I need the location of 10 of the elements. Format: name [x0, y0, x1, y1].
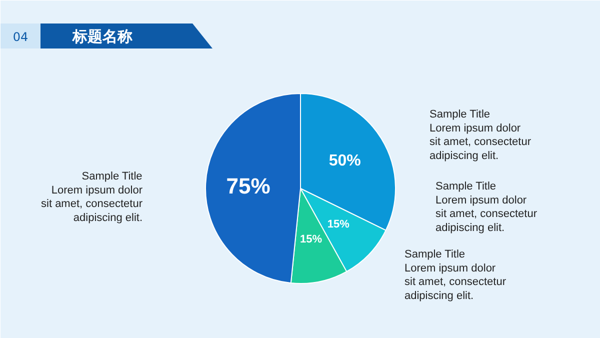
data-label: 15%	[327, 218, 350, 230]
text: Sample Title Lorem ipsum dolor sit amet, consectetur adipiscing elit.	[41, 170, 143, 224]
data-label: 15%	[300, 234, 322, 246]
data-label: 50%	[328, 152, 361, 170]
text: Sample Title Lorem ipsum dolor sit amet, consectetur adipiscing elit.	[404, 248, 506, 302]
text: Sample Title Lorem ipsum dolor sit amet, consectetur adipiscing elit.	[436, 180, 538, 234]
text: 04	[12, 30, 28, 44]
data-label: 75%	[226, 173, 270, 198]
chart-title: 标题名称	[72, 28, 134, 46]
text: Sample Title Lorem ipsum dolor sit amet, consectetur adipiscing elit.	[430, 108, 532, 162]
